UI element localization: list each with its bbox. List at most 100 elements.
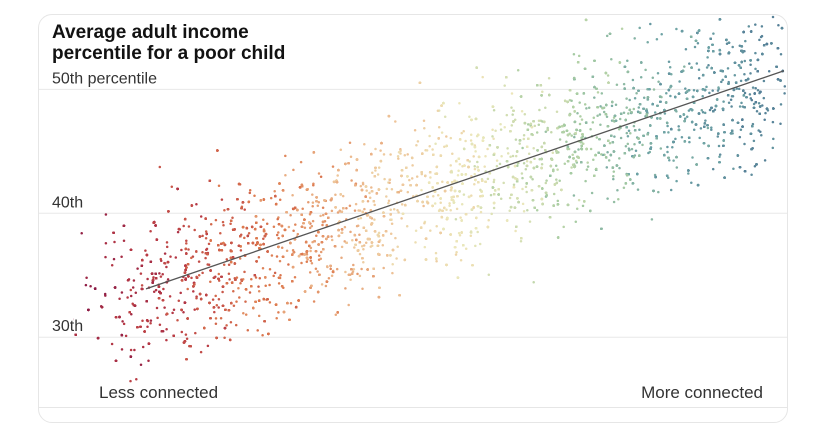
scatter-point bbox=[613, 135, 616, 138]
scatter-point bbox=[743, 72, 746, 76]
scatter-point bbox=[129, 348, 133, 352]
scatter-point bbox=[73, 318, 76, 322]
scatter-point bbox=[606, 197, 609, 200]
scatter-point bbox=[351, 239, 354, 242]
scatter-point bbox=[268, 301, 272, 304]
scatter-point bbox=[710, 126, 713, 129]
scatter-point bbox=[499, 123, 502, 126]
scatter-point bbox=[458, 102, 461, 105]
scatter-point bbox=[387, 201, 390, 205]
scatter-point bbox=[738, 105, 742, 108]
scatter-point bbox=[257, 314, 261, 318]
scatter-point bbox=[289, 302, 293, 305]
scatter-point bbox=[692, 88, 696, 92]
scatter-point bbox=[743, 59, 747, 63]
scatter-point bbox=[162, 287, 165, 291]
scatter-point bbox=[223, 208, 226, 212]
scatter-point bbox=[652, 88, 656, 91]
scatter-point bbox=[363, 207, 366, 211]
scatter-point bbox=[487, 273, 491, 277]
scatter-point bbox=[408, 178, 411, 182]
scatter-point bbox=[546, 126, 549, 130]
scatter-point bbox=[420, 188, 423, 192]
scatter-point bbox=[390, 222, 394, 225]
scatter-point bbox=[461, 165, 464, 168]
scatter-point bbox=[758, 38, 761, 42]
scatter-point bbox=[276, 217, 279, 221]
scatter-point bbox=[309, 249, 312, 253]
scatter-point bbox=[468, 160, 471, 163]
scatter-point bbox=[131, 302, 134, 305]
scatter-point bbox=[455, 207, 459, 211]
scatter-point bbox=[690, 181, 693, 184]
scatter-point bbox=[756, 89, 760, 92]
scatter-point bbox=[231, 216, 234, 220]
scatter-point bbox=[453, 245, 457, 249]
scatter-point bbox=[268, 283, 271, 287]
scatter-point bbox=[622, 186, 626, 190]
scatter-point bbox=[547, 76, 551, 80]
scatter-point bbox=[596, 114, 599, 117]
scatter-point bbox=[476, 160, 479, 164]
scatter-point bbox=[733, 74, 737, 77]
scatter-point bbox=[321, 206, 325, 210]
scatter-point bbox=[436, 193, 440, 197]
scatter-point bbox=[248, 191, 252, 195]
scatter-point bbox=[468, 115, 471, 118]
scatter-point bbox=[731, 45, 734, 49]
scatter-point bbox=[300, 261, 303, 265]
scatter-point bbox=[618, 117, 622, 121]
scatter-point bbox=[783, 85, 787, 88]
scatter-point bbox=[277, 311, 280, 314]
scatter-point bbox=[739, 79, 743, 83]
scatter-point bbox=[280, 246, 284, 249]
scatter-point bbox=[339, 148, 343, 152]
scatter-point bbox=[571, 153, 574, 157]
scatter-point bbox=[182, 311, 185, 314]
scatter-point bbox=[352, 263, 355, 267]
scatter-point bbox=[511, 113, 514, 116]
scatter-point bbox=[275, 233, 279, 237]
scatter-point bbox=[141, 319, 144, 322]
scatter-point bbox=[168, 295, 172, 298]
scatter-point bbox=[170, 185, 174, 188]
scatter-point bbox=[717, 86, 720, 89]
scatter-point bbox=[237, 286, 240, 290]
scatter-point bbox=[474, 244, 477, 248]
scatter-point bbox=[752, 102, 756, 106]
scatter-point bbox=[614, 103, 618, 107]
scatter-point bbox=[759, 35, 763, 39]
scatter-point bbox=[373, 218, 376, 221]
scatter-point bbox=[257, 290, 261, 293]
scatter-point bbox=[334, 193, 337, 196]
scatter-point bbox=[633, 37, 636, 40]
scatter-point bbox=[242, 311, 245, 315]
scatter-point bbox=[508, 196, 512, 200]
scatter-point bbox=[570, 99, 573, 103]
scatter-point bbox=[184, 333, 188, 336]
scatter-point bbox=[635, 91, 638, 95]
scatter-point bbox=[473, 183, 476, 186]
scatter-point bbox=[675, 27, 678, 31]
scatter-point bbox=[695, 62, 699, 65]
scatter-point bbox=[357, 209, 360, 212]
scatter-point bbox=[135, 378, 138, 381]
scatter-point bbox=[492, 178, 496, 182]
scatter-point bbox=[748, 93, 752, 96]
scatter-point bbox=[270, 254, 274, 257]
scatter-point bbox=[526, 123, 530, 126]
scatter-point bbox=[193, 308, 196, 311]
scatter-point bbox=[343, 225, 347, 229]
scatter-point bbox=[348, 141, 352, 144]
scatter-point bbox=[165, 265, 168, 269]
scatter-point bbox=[632, 124, 636, 128]
scatter-point bbox=[650, 218, 654, 221]
scatter-point bbox=[149, 319, 153, 322]
scatter-point bbox=[214, 317, 218, 320]
scatter-point bbox=[524, 168, 528, 171]
scatter-point bbox=[522, 161, 526, 165]
scatter-point bbox=[575, 207, 579, 210]
scatter-point bbox=[445, 135, 448, 138]
scatter-point bbox=[131, 286, 135, 289]
scatter-point bbox=[680, 135, 684, 139]
